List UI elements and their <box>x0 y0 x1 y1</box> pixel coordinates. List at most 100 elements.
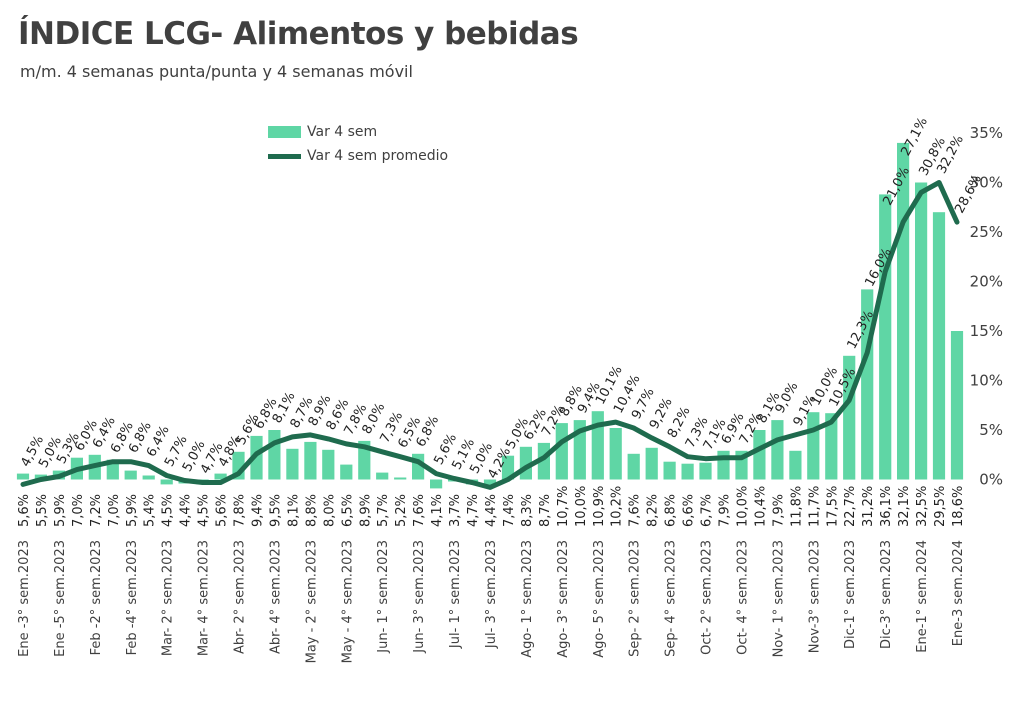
legend-item-bar: Var 4 sem <box>268 120 448 144</box>
bar <box>322 449 335 480</box>
bar <box>340 464 353 480</box>
legend-bar-label: Var 4 sem <box>307 124 378 140</box>
bar <box>950 331 964 480</box>
bar-data-label: 6,8% <box>664 494 679 527</box>
bar <box>250 435 263 480</box>
bar-data-label: 4,4% <box>484 494 499 527</box>
legend-line-swatch <box>268 153 301 159</box>
bar-data-label: 10,4% <box>753 486 768 527</box>
bar-data-label: 11,8% <box>789 486 804 527</box>
x-tick-label: Ene -5° sem.2023 <box>53 540 68 657</box>
bar <box>483 479 497 486</box>
legend: Var 4 sem Var 4 sem promedio <box>268 120 448 168</box>
bar-data-label: 6,5% <box>340 494 355 527</box>
bar-data-label: 11,7% <box>807 486 822 527</box>
x-tick-label: Sep- 2° sem.2023 <box>628 540 643 657</box>
y-tick-label: 0% <box>979 471 1003 489</box>
bar-data-label: 8,2% <box>646 494 661 527</box>
bar-data-label: 7,9% <box>718 494 733 527</box>
bar <box>932 212 946 480</box>
y-tick-label: 30% <box>970 174 1003 192</box>
bar <box>304 441 317 480</box>
x-tick-label: Dic-3° sem.2023 <box>879 540 894 649</box>
bar <box>645 447 658 480</box>
bar <box>268 430 281 480</box>
bar <box>627 453 640 480</box>
bar-data-label: 7,0% <box>107 494 122 527</box>
bar-data-label: 10,2% <box>610 486 625 527</box>
bar-data-label: 4,4% <box>179 494 194 527</box>
bar <box>394 477 407 480</box>
bar-data-label: 32,5% <box>915 486 930 527</box>
bar <box>681 463 694 480</box>
bar <box>753 430 766 480</box>
bar <box>555 423 568 480</box>
x-tick-label: Nov-3° sem.2023 <box>807 540 822 653</box>
x-tick-label: Feb -2° sem.2023 <box>89 540 104 655</box>
bar <box>915 182 928 480</box>
bar <box>591 411 604 480</box>
bar <box>160 479 173 485</box>
chart-subtitle: m/m. 4 semanas punta/punta y 4 semanas m… <box>20 62 413 81</box>
bar <box>376 472 389 480</box>
bar-data-label: 8,0% <box>322 494 337 527</box>
x-tick-label: Mar- 2° sem.2023 <box>161 540 176 656</box>
bar-data-label: 8,9% <box>358 494 373 527</box>
bar-data-label: 29,5% <box>933 486 948 527</box>
bar <box>430 479 443 489</box>
bar-data-label: 5,9% <box>125 494 140 527</box>
bar <box>771 420 784 480</box>
bar-data-label: 3,7% <box>448 494 463 527</box>
bar <box>124 470 137 480</box>
x-tick-label: Feb -4° sem.2023 <box>125 540 140 655</box>
x-tick-label: Ene -3° sem.2023 <box>17 540 32 657</box>
x-tick-label: Ago- 5° sem.2023 <box>592 540 607 658</box>
bar-data-label: 4,7% <box>466 494 481 527</box>
bar-data-label: 10,7% <box>556 486 571 527</box>
y-tick-label: 35% <box>970 124 1003 142</box>
x-tick-label: Abr- 2° sem.2023 <box>233 540 248 654</box>
bar-data-label: 7,4% <box>502 494 517 527</box>
bar-data-label: 7,0% <box>71 494 86 527</box>
bar <box>214 473 227 480</box>
x-tick-label: Oct- 4° sem.2023 <box>736 540 751 655</box>
legend-bar-swatch <box>268 126 301 138</box>
x-tick-label: Ago- 1° sem.2023 <box>520 540 535 658</box>
bar-data-label: 9,4% <box>251 494 266 527</box>
legend-item-line: Var 4 sem promedio <box>268 144 448 168</box>
x-tick-label: May - 2° sem.2023 <box>304 540 319 663</box>
bar-data-label: 7,9% <box>771 494 786 527</box>
x-tick-label: Ene-3 sem.2024 <box>951 540 966 646</box>
bar <box>825 413 838 480</box>
bar-data-label: 7,6% <box>628 494 643 527</box>
x-tick-label: Dic-1° sem.2023 <box>843 540 858 649</box>
y-tick-label: 15% <box>970 322 1003 340</box>
x-tick-label: Nov- 1° sem.2023 <box>771 540 786 657</box>
series-line <box>20 180 960 490</box>
x-tick-label: Oct- 2° sem.2023 <box>700 540 715 655</box>
bar-data-label: 5,4% <box>143 494 158 527</box>
y-tick-label: 5% <box>979 421 1003 439</box>
bar-data-label: 8,8% <box>304 494 319 527</box>
bar <box>16 473 30 480</box>
y-tick-label: 25% <box>970 223 1003 241</box>
bar-data-label: 36,1% <box>879 486 894 527</box>
bar-data-label: 5,2% <box>394 494 409 527</box>
bar-data-label: 6,7% <box>700 494 715 527</box>
bar-data-label: 4,1% <box>430 494 445 527</box>
legend-line-label: Var 4 sem promedio <box>307 148 449 164</box>
bar-data-label: 10,0% <box>574 486 589 527</box>
bar-data-label: 5,5% <box>35 494 50 527</box>
bar <box>663 461 676 480</box>
y-tick-label: 10% <box>970 372 1003 390</box>
bar-data-label: 8,1% <box>286 494 301 527</box>
x-tick-label: Mar- 4° sem.2023 <box>197 540 212 656</box>
bar-data-label: 5,6% <box>215 494 230 527</box>
x-tick-label: Abr- 4° sem.2023 <box>269 540 284 654</box>
bar <box>699 462 712 480</box>
bar-data-label: 4,5% <box>197 494 212 527</box>
chart-title: ÍNDICE LCG- Alimentos y bebidas <box>18 16 579 52</box>
x-tick-label: Sep- 4° sem.2023 <box>664 540 679 657</box>
bar <box>286 448 299 480</box>
